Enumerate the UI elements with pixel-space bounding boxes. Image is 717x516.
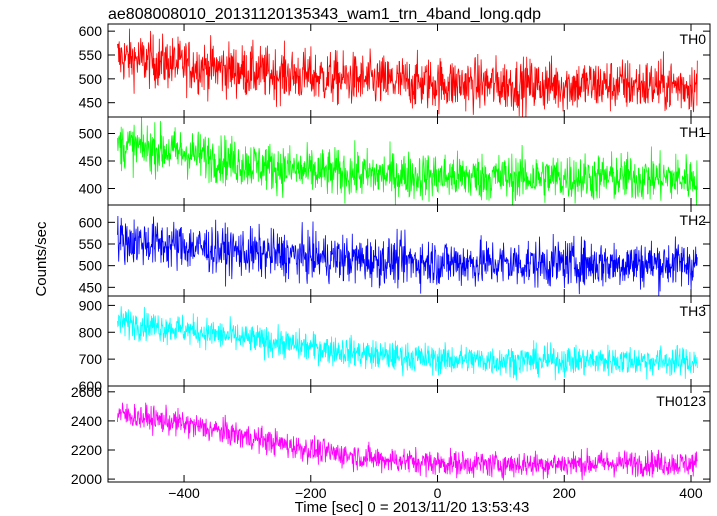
series-line-th3 xyxy=(117,306,698,381)
series-label-th2: TH2 xyxy=(680,212,707,228)
y-tick-label: 450 xyxy=(79,279,103,295)
y-tick-label: 500 xyxy=(79,258,103,274)
y-tick-label: 900 xyxy=(79,297,103,313)
x-axis-label: Time [sec] 0 = 2013/11/20 13:53:43 xyxy=(295,499,530,516)
y-tick-label: 600 xyxy=(79,378,103,394)
x-tick-label: 400 xyxy=(679,485,703,501)
panel-th3: 600 700 800 900 TH3 xyxy=(79,295,711,394)
y-tick-label: 600 xyxy=(79,23,103,39)
y-tick-label: 450 xyxy=(79,95,103,111)
series-line-th0 xyxy=(117,28,698,117)
x-tick-label: −200 xyxy=(295,485,327,501)
y-tick-label: 2600 xyxy=(71,384,102,400)
panel-frame xyxy=(107,385,711,483)
panel-th0: 450 500 550 600 TH0 xyxy=(79,23,711,118)
series-label-th1: TH1 xyxy=(680,124,707,140)
series-line-th1 xyxy=(117,117,698,205)
x-tick-label: 200 xyxy=(553,485,577,501)
panel-th0123: 2000 2200 2400 2600 TH0123 xyxy=(71,384,711,487)
y-tick-label: 800 xyxy=(79,324,103,340)
y-tick-label: 500 xyxy=(79,126,103,142)
y-tick-label: 550 xyxy=(79,47,103,63)
y-tick-label: 2200 xyxy=(71,442,102,458)
y-tick-label: 550 xyxy=(79,236,103,252)
x-tick-label: 0 xyxy=(434,485,442,501)
y-axis-label: Counts/sec xyxy=(33,221,50,297)
y-tick-label: 2400 xyxy=(71,413,102,429)
panels-group: 450 500 550 600 TH0 400 450 500 TH1 450 500 550 600 T… xyxy=(71,23,711,501)
chart-title: ae808008010_20131120135343_wam1_trn_4ban… xyxy=(108,6,541,23)
series-label-th0: TH0 xyxy=(680,31,707,47)
series-label-th3: TH3 xyxy=(680,303,707,319)
y-tick-label: 600 xyxy=(79,214,103,230)
series-line-th0123 xyxy=(117,402,698,481)
y-tick-label: 500 xyxy=(79,71,103,87)
series-label-th0123: TH0123 xyxy=(656,393,706,409)
y-tick-label: 400 xyxy=(79,181,103,197)
y-tick-label: 450 xyxy=(79,153,103,169)
x-tick-label: −400 xyxy=(168,485,200,501)
panel-th1: 400 450 500 TH1 xyxy=(79,116,711,206)
series-line-th2 xyxy=(117,215,698,296)
y-tick-label: 2000 xyxy=(71,471,102,487)
y-tick-label: 700 xyxy=(79,351,103,367)
panel-th2: 450 500 550 600 TH2 xyxy=(79,204,711,297)
